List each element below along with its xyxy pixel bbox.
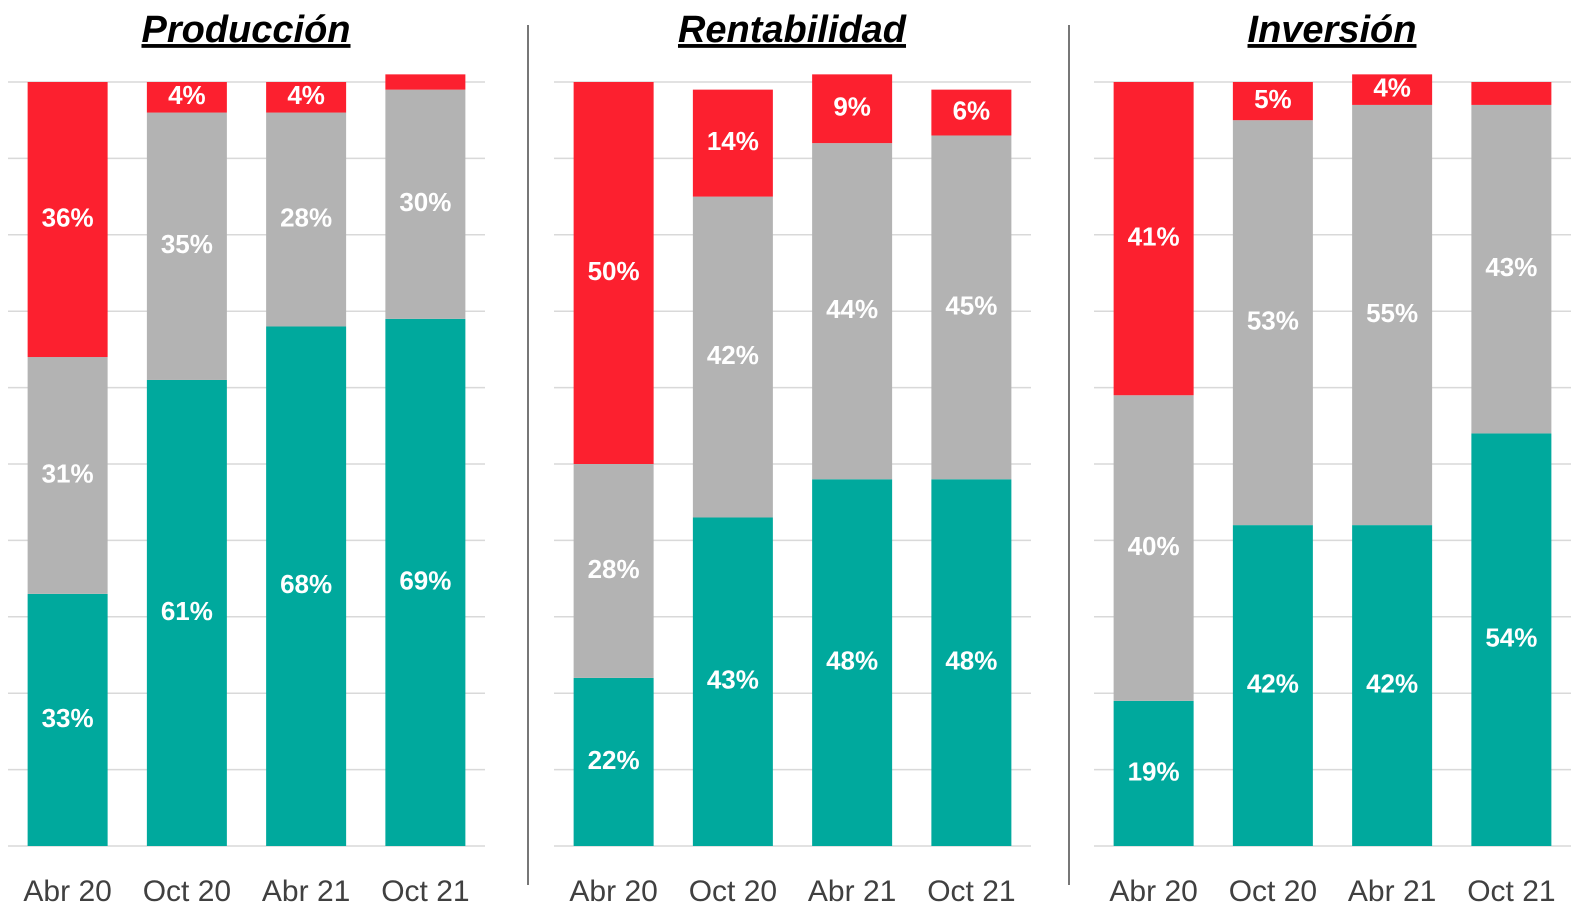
bar-segment: [1471, 104, 1552, 434]
data-label: 28%: [280, 202, 332, 232]
bar-segment: [385, 89, 466, 319]
chart-title: Rentabilidad: [678, 9, 907, 51]
data-label: 33%: [42, 703, 94, 733]
bar-segment: [1113, 395, 1194, 701]
data-label: 28%: [588, 554, 640, 584]
bar-segment: [1232, 525, 1313, 846]
x-tick-label: Oct 21: [381, 875, 469, 908]
data-label: 22%: [588, 745, 640, 775]
bar-segment: [573, 677, 654, 846]
bar-segment: [27, 357, 108, 594]
bar-segment: [266, 112, 347, 327]
chart-title: Inversión: [1248, 9, 1417, 51]
bar-segment: [385, 318, 466, 847]
bar-segment: [1232, 120, 1313, 526]
bar-segment: [812, 479, 893, 846]
data-label: 9%: [833, 92, 871, 122]
x-tick-label: Abr 20: [569, 875, 657, 908]
data-label: 45%: [945, 290, 997, 320]
bar-segment: [573, 82, 654, 464]
data-label: 55%: [1366, 298, 1418, 328]
x-tick-label: Oct 21: [1467, 875, 1555, 908]
bar-segment: [1352, 525, 1433, 846]
data-label: 44%: [826, 294, 878, 324]
bar-segment: [266, 82, 347, 113]
x-tick-label: Oct 20: [689, 875, 777, 908]
data-label: 43%: [707, 665, 759, 695]
bar-segment: [931, 89, 1012, 136]
data-label: 19%: [1128, 756, 1180, 786]
data-label: 35%: [161, 229, 213, 259]
bar-segment: [146, 379, 227, 846]
data-label: 6%: [953, 95, 991, 125]
data-label: 53%: [1247, 306, 1299, 336]
data-label: 14%: [707, 126, 759, 156]
data-label: 68%: [280, 569, 332, 599]
bar-segment: [1352, 74, 1433, 105]
data-label: 4%: [168, 80, 206, 110]
x-tick-label: Abr 21: [262, 875, 350, 908]
bar-segment: [1113, 82, 1194, 396]
x-tick-label: Abr 21: [808, 875, 896, 908]
bar-segment: [692, 517, 773, 846]
bar-segment: [1471, 82, 1552, 105]
x-tick-label: Abr 20: [23, 875, 111, 908]
x-tick-label: Oct 21: [927, 875, 1015, 908]
bar-segment: [1113, 700, 1194, 846]
chart-title: Producción: [141, 9, 350, 51]
data-label: 41%: [1128, 221, 1180, 251]
bar-segment: [692, 196, 773, 518]
data-label: 61%: [161, 596, 213, 626]
x-tick-label: Oct 20: [143, 875, 231, 908]
data-label: 5%: [1254, 84, 1292, 114]
data-label: 54%: [1485, 623, 1537, 653]
bar-segment: [931, 479, 1012, 846]
data-label: 50%: [588, 256, 640, 286]
data-label: 42%: [1366, 668, 1418, 698]
bar-segment: [1232, 82, 1313, 121]
x-tick-label: Abr 21: [1348, 875, 1436, 908]
data-label: 69%: [399, 565, 451, 595]
data-label: 40%: [1128, 531, 1180, 561]
data-label: 4%: [287, 80, 325, 110]
data-label: 30%: [399, 187, 451, 217]
bar-segment: [812, 143, 893, 480]
data-label: 31%: [42, 458, 94, 488]
bar-segment: [692, 89, 773, 197]
data-label: 48%: [945, 646, 997, 676]
bar-segment: [27, 593, 108, 846]
bar-segment: [1471, 433, 1552, 846]
bar-segment: [385, 74, 466, 90]
x-tick-label: Oct 20: [1229, 875, 1317, 908]
data-label: 36%: [42, 202, 94, 232]
data-label: 42%: [1247, 668, 1299, 698]
bar-segment: [1352, 104, 1433, 526]
bar-segment: [146, 82, 227, 113]
bar-segment: [27, 82, 108, 358]
bar-segment: [573, 464, 654, 678]
data-label: 43%: [1485, 252, 1537, 282]
data-label: 48%: [826, 646, 878, 676]
x-tick-label: Abr 20: [1109, 875, 1197, 908]
data-label: 4%: [1373, 73, 1411, 103]
data-label: 42%: [707, 340, 759, 370]
bar-segment: [266, 326, 347, 847]
bar-segment: [812, 74, 893, 144]
bar-segment: [146, 112, 227, 380]
bar-segment: [931, 135, 1012, 480]
